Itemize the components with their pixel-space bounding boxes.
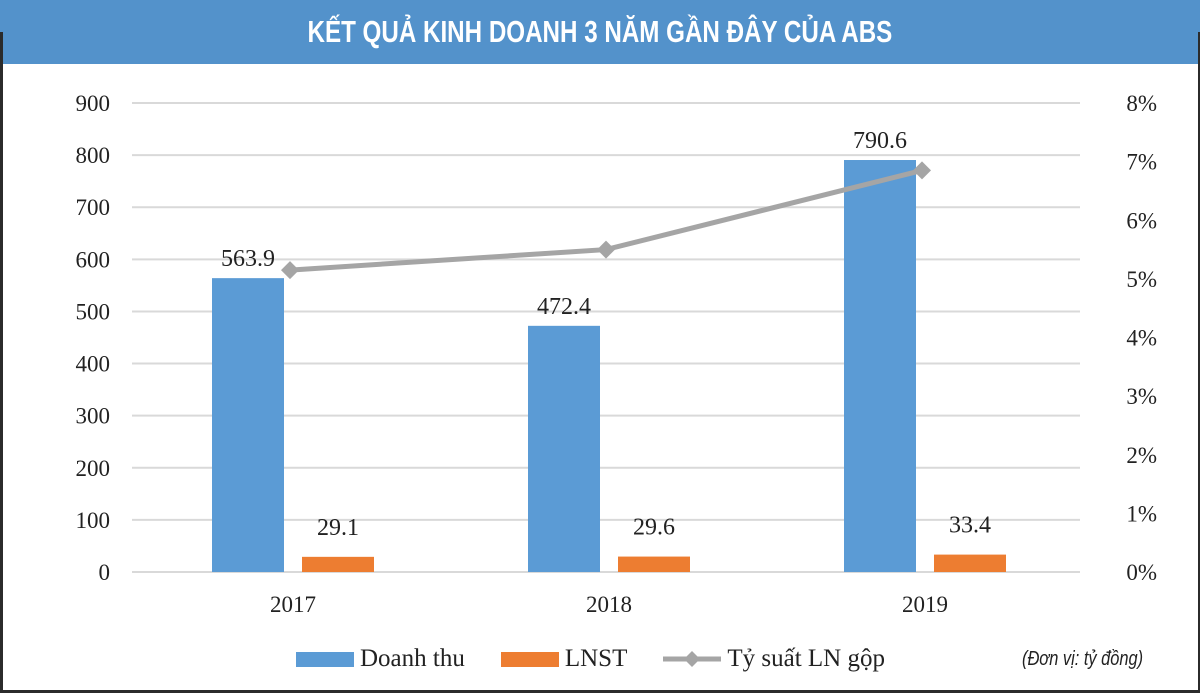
bar-doanh-thu-2017 <box>212 278 284 572</box>
left-tick-label: 300 <box>76 404 111 429</box>
diamond-marker-icon <box>597 240 615 259</box>
legend-item-doanh-thu: Doanh thu <box>296 645 465 673</box>
right-tick-label: 6% <box>1126 208 1157 233</box>
diamond-marker-icon <box>913 161 931 180</box>
unit-note: (Đơn vị: tỷ đồng) <box>1022 648 1144 670</box>
legend-swatch-doanh-thu <box>296 651 354 667</box>
data-label: 472.4 <box>537 294 591 320</box>
right-tick-label: 0% <box>1126 560 1157 585</box>
left-tick-label: 500 <box>76 299 111 324</box>
chart-title: KẾT QUẢ KINH DOANH 3 NĂM GẦN ĐÂY CỦA ABS <box>307 14 893 49</box>
x-tick-label: 2017 <box>270 592 316 617</box>
x-axis-labels: 2017 2018 2019 <box>270 592 948 617</box>
legend-line-diamond-icon <box>663 651 722 667</box>
right-axis-ticks: 0% 1% 2% 3% 4% 5% 6% 7% 8% <box>1126 91 1157 585</box>
right-tick-label: 5% <box>1126 267 1157 292</box>
left-tick-label: 200 <box>76 456 111 481</box>
bar-doanh-thu-2019 <box>844 160 916 572</box>
data-label: 29.6 <box>633 515 675 541</box>
bar-series: 563.9 29.1 472.4 29.6 790.6 33.4 <box>212 128 1006 572</box>
right-tick-label: 8% <box>1126 91 1157 116</box>
data-label: 790.6 <box>853 128 907 154</box>
bar-doanh-thu-2018 <box>528 325 600 572</box>
legend: Doanh thu LNST Tỷ suất LN gộp <box>296 645 921 673</box>
data-label: 33.4 <box>949 513 991 539</box>
bar-lnst-2017 <box>302 556 374 572</box>
legend-label: Doanh thu <box>360 645 465 672</box>
legend-item-ty-suat: Tỷ suất LN gộp <box>663 645 885 673</box>
chart-frame <box>0 32 1200 693</box>
diamond-marker-icon <box>281 261 299 280</box>
left-tick-label: 0 <box>99 560 111 585</box>
right-tick-label: 7% <box>1126 150 1157 175</box>
left-tick-label: 100 <box>76 508 111 533</box>
bar-lnst-2018 <box>618 556 690 572</box>
right-tick-label: 4% <box>1126 326 1157 351</box>
legend-swatch-lnst <box>500 651 559 667</box>
data-label: 29.1 <box>317 515 359 541</box>
left-tick-label: 400 <box>76 352 111 377</box>
line-series-ty-suat <box>281 161 931 280</box>
left-tick-label: 700 <box>76 195 111 220</box>
gridlines <box>132 102 1080 573</box>
right-tick-label: 1% <box>1126 501 1157 526</box>
right-tick-label: 3% <box>1126 384 1157 409</box>
data-label: 563.9 <box>221 246 275 272</box>
legend-label: Tỷ suất LN gộp <box>727 645 885 672</box>
bar-lnst-2019 <box>934 554 1006 572</box>
left-tick-label: 900 <box>76 91 111 116</box>
legend-item-lnst: LNST <box>500 645 628 673</box>
left-tick-label: 800 <box>76 143 111 168</box>
x-tick-label: 2018 <box>586 592 632 617</box>
left-tick-label: 600 <box>76 247 111 272</box>
x-tick-label: 2019 <box>902 592 948 617</box>
chart-title-bar: KẾT QUẢ KINH DOANH 3 NĂM GẦN ĐÂY CỦA ABS <box>0 0 1200 64</box>
legend-label: LNST <box>564 645 628 672</box>
right-tick-label: 2% <box>1126 443 1157 468</box>
left-axis-ticks: 0 100 200 300 400 500 600 700 800 900 <box>76 91 111 585</box>
